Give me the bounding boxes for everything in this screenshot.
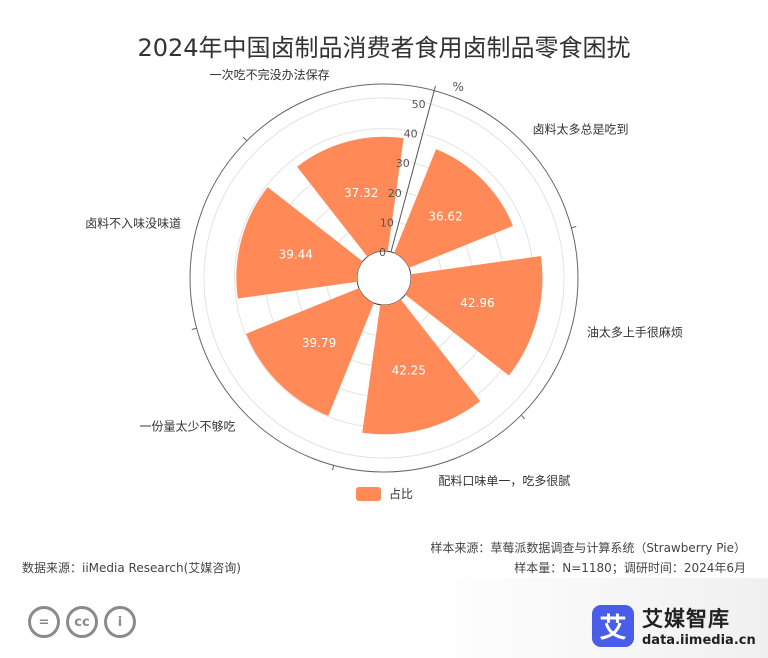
angle-tick (191, 327, 197, 330)
chart-title: 2024年中国卤制品消费者食用卤制品零食困扰 (137, 34, 631, 62)
radial-tick-label: 40 (404, 128, 418, 141)
brand-mark-icon: 艾 (592, 604, 634, 647)
data-source: 数据来源：iiMedia Research(艾媒咨询) (22, 561, 241, 575)
data-label: 42.25 (392, 363, 426, 377)
polar-bar-chart: 0 10 20 30 40 50% 36.62 42.96 42.25 39.79 39.44 37.… (85, 67, 683, 488)
angle-tick (332, 465, 335, 471)
grid-circle (203, 97, 565, 459)
radial-tick-label: 0 (379, 246, 386, 259)
legend-swatch (356, 486, 381, 501)
angle-tick (433, 85, 436, 91)
category-label: 卤料不入味没味道 (85, 216, 181, 231)
radial-tick-label: 20 (388, 187, 402, 200)
brand-logo: 艾 艾媒智库 data.iimedia.cn (592, 603, 756, 648)
cc-icon: cc (66, 606, 98, 638)
category-label: 一次吃不完没办法保存 (210, 67, 330, 82)
category-label: 卤料太多总是吃到 (532, 122, 628, 137)
radial-tick-label: 10 (380, 216, 394, 229)
category-label: 配料口味单一，吃多很腻 (438, 474, 570, 488)
bar-sector (394, 149, 513, 268)
angle-tick (571, 226, 577, 229)
bar-sector (236, 187, 363, 299)
radial-unit-label: % (452, 80, 463, 94)
radial-tick-label: 50 (412, 98, 426, 111)
sample-source: 样本来源：草莓派数据调查与计算系统（Strawberry Pie） (430, 541, 746, 555)
bar-sector (297, 136, 404, 257)
legend[interactable]: 占比 (356, 485, 413, 502)
angle-tick (520, 414, 526, 420)
person-icon: i (104, 606, 136, 638)
bar-sector (362, 299, 481, 435)
data-label: 36.62 (428, 209, 462, 223)
bar-sector (246, 288, 374, 416)
data-label: 39.79 (302, 336, 336, 350)
sample-info: 样本量：N=1180；调研时间：2024年6月 (514, 561, 746, 575)
inner-circle (356, 250, 412, 306)
angle-axis-ring (189, 83, 579, 473)
data-label: 42.96 (460, 296, 494, 310)
brand-name: 艾媒智库 (642, 607, 730, 631)
brand-url: data.iimedia.cn (642, 633, 756, 648)
category-label: 油太多上手很麻烦 (587, 324, 683, 339)
legend-label: 占比 (389, 487, 414, 501)
data-label: 37.32 (344, 186, 378, 200)
radial-tick-label: 30 (396, 157, 410, 170)
bar-sector (405, 255, 543, 376)
angle-tick (242, 136, 248, 142)
category-label: 一份量太少不够吃 (139, 418, 235, 433)
data-label: 39.44 (279, 247, 313, 261)
equals-icon: = (28, 606, 60, 638)
radial-axis (390, 90, 435, 253)
license-icons: = cc i (28, 606, 136, 638)
